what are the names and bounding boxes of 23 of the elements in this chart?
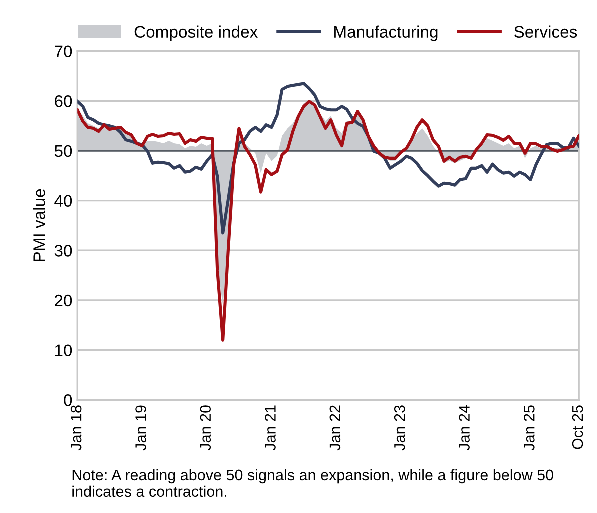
x-tick-label: Jan 20	[200, 406, 212, 451]
x-tick-label: Oct 25	[572, 406, 584, 450]
y-tick-label: 20	[55, 294, 72, 307]
x-tick-label: Jan 24	[459, 405, 470, 451]
y-tick-label: 70	[55, 46, 72, 58]
x-tick-label: Jan 25	[524, 406, 535, 451]
y-tick-label: 30	[54, 245, 72, 257]
legend-label: Services	[514, 26, 578, 38]
y-tick-label: 60	[55, 96, 72, 108]
legend-label: Manufacturing	[334, 26, 438, 42]
legend-label: Composite index	[134, 26, 258, 42]
y-tick-label: 50	[54, 145, 72, 158]
x-tick-label: Jan 21	[265, 406, 276, 451]
y-tick-label: 40	[54, 195, 72, 208]
x-tick-label: Jan 19	[136, 406, 146, 451]
x-tick-label: Jan 18	[70, 406, 82, 451]
x-tick-label: Jan 23	[394, 406, 406, 451]
y-tick-label: 0	[64, 394, 72, 406]
text: Note: A reading above 50 signals an expansion, while a figure below 50 indicates a contraction.	[72, 469, 554, 498]
x-tick-label: Jan 22	[330, 406, 341, 451]
y-axis-title: PMI value	[33, 189, 46, 262]
line-series	[78, 100, 580, 342]
y-tick-label: 10	[55, 344, 72, 357]
